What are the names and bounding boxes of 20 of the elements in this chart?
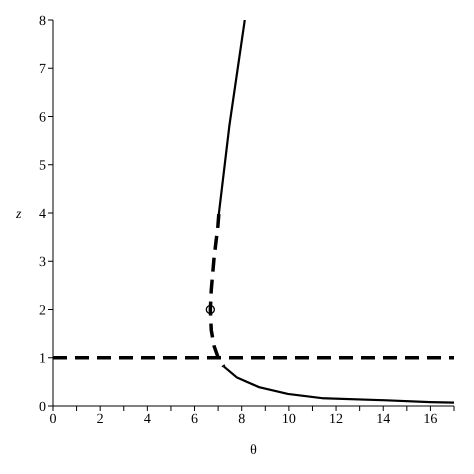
y-tick-label: 8 bbox=[39, 14, 46, 29]
y-tick-label: 0 bbox=[39, 400, 46, 415]
y-tick-label: 6 bbox=[39, 110, 46, 126]
y-tick-label: 1 bbox=[39, 352, 46, 367]
y-tick-label: 4 bbox=[39, 206, 46, 222]
y-tick-label: 3 bbox=[39, 255, 46, 270]
x-tick-label: 2 bbox=[96, 412, 104, 427]
x-tick-label: 8 bbox=[238, 412, 246, 427]
x-tick-label: 16 bbox=[423, 412, 438, 427]
x-tick-label: 4 bbox=[144, 412, 151, 427]
x-tick-label: 12 bbox=[329, 412, 344, 427]
y-tick-label: 5 bbox=[39, 158, 46, 174]
x-tick-label: 6 bbox=[191, 412, 198, 427]
y-tick-label: 7 bbox=[39, 62, 46, 78]
x-axis-title: θ bbox=[250, 443, 258, 458]
y-axis-title: z bbox=[15, 206, 22, 222]
x-tick-label: 0 bbox=[50, 412, 56, 427]
y-tick-label: 2 bbox=[39, 303, 46, 318]
x-tick-label: 10 bbox=[282, 412, 296, 427]
x-tick-label: 14 bbox=[376, 412, 390, 427]
